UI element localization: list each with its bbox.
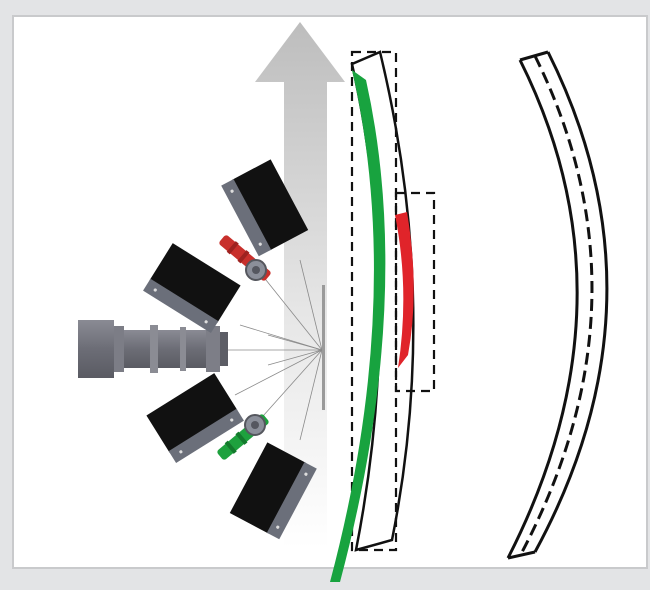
laser-lines [220,259,323,441]
red-band [395,212,414,368]
target-plate [322,285,325,410]
laser-icon [219,235,271,281]
curved-profile [330,50,436,582]
laser-icon [217,414,269,460]
up-arrow-icon [255,22,345,548]
camera-body-icon [143,243,241,334]
dashed-profile [506,50,609,560]
camera-body-icon [221,159,309,257]
camera-body-icon [146,373,244,464]
main-camera-icon [78,320,228,378]
green-band [330,70,386,582]
camera-body-icon [229,442,317,540]
